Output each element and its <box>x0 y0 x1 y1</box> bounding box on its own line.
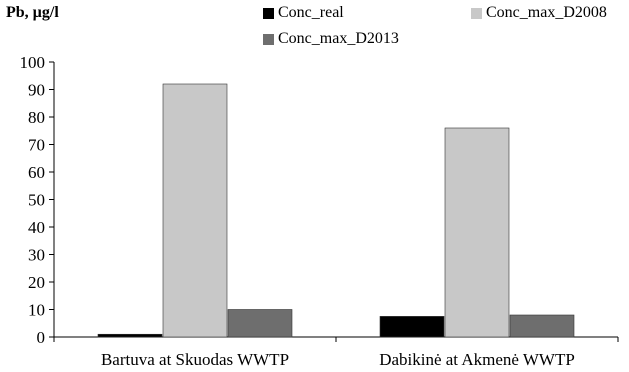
y-tick-label: 90 <box>28 81 45 100</box>
bar-conc-real-1 <box>98 334 162 337</box>
y-tick-label: 100 <box>20 53 46 72</box>
bar-conc-max-d2013-1 <box>228 310 292 338</box>
x-category-label: Bartuva at Skuodas WWTP <box>101 350 289 369</box>
y-tick-label: 0 <box>37 328 46 347</box>
y-tick-label: 80 <box>28 108 45 127</box>
y-tick-label: 60 <box>28 163 45 182</box>
y-tick-label: 10 <box>28 301 45 320</box>
x-category-label: Dabikinė at Akmenė WWTP <box>379 350 575 369</box>
bar-conc-max-d2008-1 <box>163 84 227 337</box>
y-tick-label: 40 <box>28 218 45 237</box>
bar-conc-max-d2013-2 <box>510 315 574 337</box>
y-tick-label: 70 <box>28 136 45 155</box>
y-tick-label: 50 <box>28 191 45 210</box>
y-tick-label: 20 <box>28 273 45 292</box>
bar-conc-max-d2008-2 <box>445 128 509 337</box>
bar-conc-real-2 <box>380 316 444 337</box>
y-tick-label: 30 <box>28 246 45 265</box>
